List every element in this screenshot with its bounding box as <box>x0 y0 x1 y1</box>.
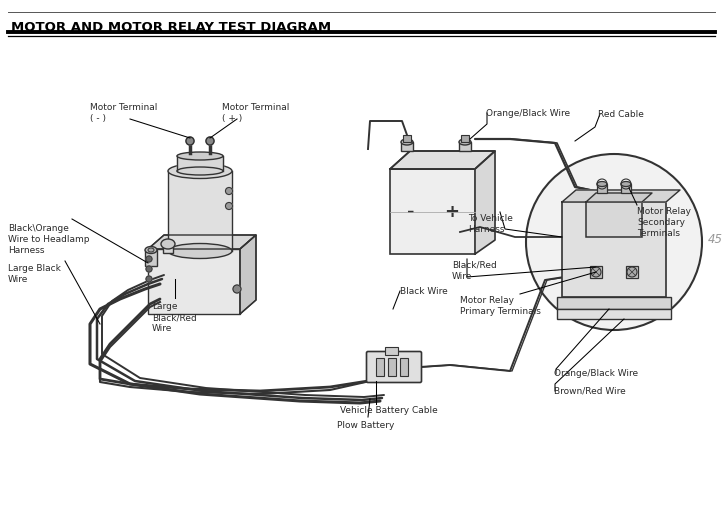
Bar <box>590 266 602 278</box>
Circle shape <box>591 267 601 277</box>
Bar <box>626 266 638 278</box>
Text: Black/Red
Wire: Black/Red Wire <box>452 261 497 281</box>
Bar <box>557 309 671 319</box>
Polygon shape <box>168 171 232 251</box>
Bar <box>586 202 642 237</box>
Polygon shape <box>586 193 652 202</box>
Bar <box>163 244 173 253</box>
Ellipse shape <box>597 182 607 186</box>
Circle shape <box>233 285 241 293</box>
Text: Motor Terminal
( - ): Motor Terminal ( - ) <box>90 103 158 123</box>
Ellipse shape <box>621 182 631 186</box>
Polygon shape <box>390 151 495 169</box>
Bar <box>145 250 157 266</box>
Ellipse shape <box>177 152 223 160</box>
Bar <box>597 184 607 193</box>
Text: Red Cable: Red Cable <box>598 109 644 119</box>
Polygon shape <box>148 235 256 249</box>
Text: Large Black
Wire: Large Black Wire <box>8 264 61 284</box>
Circle shape <box>146 266 152 272</box>
Ellipse shape <box>148 248 154 252</box>
Text: -: - <box>408 203 415 220</box>
Text: Black Wire: Black Wire <box>400 287 448 296</box>
Ellipse shape <box>177 167 223 175</box>
Bar <box>403 135 411 142</box>
Text: Orange/Black Wire: Orange/Black Wire <box>554 370 638 379</box>
Text: To Vehicle
Harness: To Vehicle Harness <box>468 214 513 234</box>
Bar <box>562 202 666 297</box>
Bar <box>385 347 398 355</box>
Ellipse shape <box>401 139 413 145</box>
FancyBboxPatch shape <box>367 352 422 382</box>
Ellipse shape <box>168 243 232 259</box>
Ellipse shape <box>161 239 175 249</box>
Text: Motor Relay
Secondary
Terminals: Motor Relay Secondary Terminals <box>637 207 691 238</box>
Circle shape <box>186 137 194 145</box>
Text: Plow Battery: Plow Battery <box>337 421 394 430</box>
Bar <box>557 297 671 309</box>
Ellipse shape <box>145 246 157 253</box>
Bar <box>388 358 396 376</box>
Text: Large
Black/Red
Wire: Large Black/Red Wire <box>152 302 197 333</box>
Ellipse shape <box>168 163 232 179</box>
Text: 45: 45 <box>708 233 723 245</box>
Circle shape <box>146 256 152 262</box>
Text: Motor Relay
Primary Terminals: Motor Relay Primary Terminals <box>460 296 541 316</box>
Bar <box>148 249 240 314</box>
Bar <box>621 184 631 193</box>
Circle shape <box>226 203 233 210</box>
Polygon shape <box>177 156 223 171</box>
Bar <box>390 169 475 254</box>
Bar <box>461 135 469 142</box>
Circle shape <box>526 154 702 330</box>
Circle shape <box>146 276 152 282</box>
Polygon shape <box>240 235 256 314</box>
Polygon shape <box>562 190 680 202</box>
Text: Brown/Red Wire: Brown/Red Wire <box>554 386 625 395</box>
Bar <box>401 142 413 151</box>
Text: Black\Orange
Wire to Headlamp
Harness: Black\Orange Wire to Headlamp Harness <box>8 224 90 255</box>
Polygon shape <box>475 151 495 254</box>
Text: Vehicle Battery Cable: Vehicle Battery Cable <box>340 406 437 415</box>
Ellipse shape <box>459 139 471 145</box>
Bar <box>376 358 384 376</box>
Bar <box>459 142 471 151</box>
Circle shape <box>206 137 214 145</box>
Bar <box>400 358 408 376</box>
Circle shape <box>226 187 233 194</box>
Text: Motor Terminal
( + ): Motor Terminal ( + ) <box>222 103 289 123</box>
Text: MOTOR AND MOTOR RELAY TEST DIAGRAM: MOTOR AND MOTOR RELAY TEST DIAGRAM <box>11 21 331 34</box>
Text: +: + <box>444 203 458 220</box>
Text: Orange/Black Wire: Orange/Black Wire <box>486 108 570 118</box>
Circle shape <box>627 267 637 277</box>
